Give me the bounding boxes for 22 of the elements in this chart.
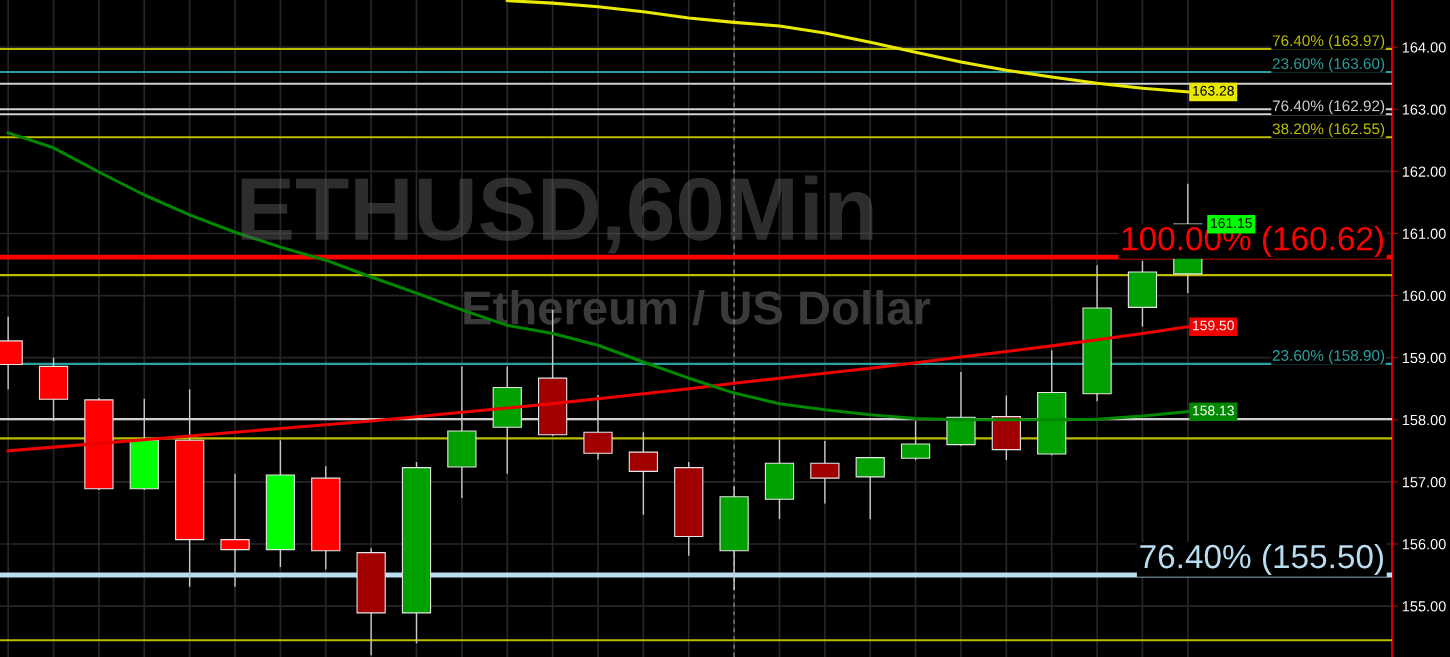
data-label: 159.50 bbox=[1193, 320, 1234, 331]
text: 161.15 bbox=[1211, 218, 1252, 228]
ref-line-label: 76.40% (155.50) bbox=[1140, 543, 1383, 576]
ref-line-label: 38.20% (162.55) bbox=[1272, 123, 1385, 138]
ref-line-label: 23.60% (158.90) bbox=[1272, 349, 1385, 364]
data-label: 158.13 bbox=[1193, 405, 1234, 416]
y-tick-label: 161.00 bbox=[1402, 228, 1446, 239]
y-tick-label: 156.00 bbox=[1402, 539, 1446, 550]
y-tick-label: 155.00 bbox=[1402, 601, 1446, 612]
ref-line-label: 76.40% (162.92) bbox=[1272, 100, 1385, 115]
y-tick-label: 163.00 bbox=[1402, 104, 1446, 115]
data-label: 163.28 bbox=[1193, 85, 1234, 96]
ref-line-label: 76.40% (163.97) bbox=[1272, 34, 1385, 50]
text: Ethereum / US Dollar bbox=[464, 290, 931, 326]
y-tick-label: 162.00 bbox=[1402, 166, 1446, 177]
y-tick-label: 160.00 bbox=[1402, 290, 1446, 302]
ref-line-label: 23.60% (163.60) bbox=[1272, 57, 1385, 73]
y-tick-label: 158.00 bbox=[1402, 414, 1446, 426]
y-tick-label: 159.00 bbox=[1402, 352, 1446, 364]
y-tick-label: 157.00 bbox=[1402, 476, 1446, 488]
y-tick-label: 164.00 bbox=[1402, 42, 1446, 53]
candlestick bbox=[220, 473, 250, 588]
